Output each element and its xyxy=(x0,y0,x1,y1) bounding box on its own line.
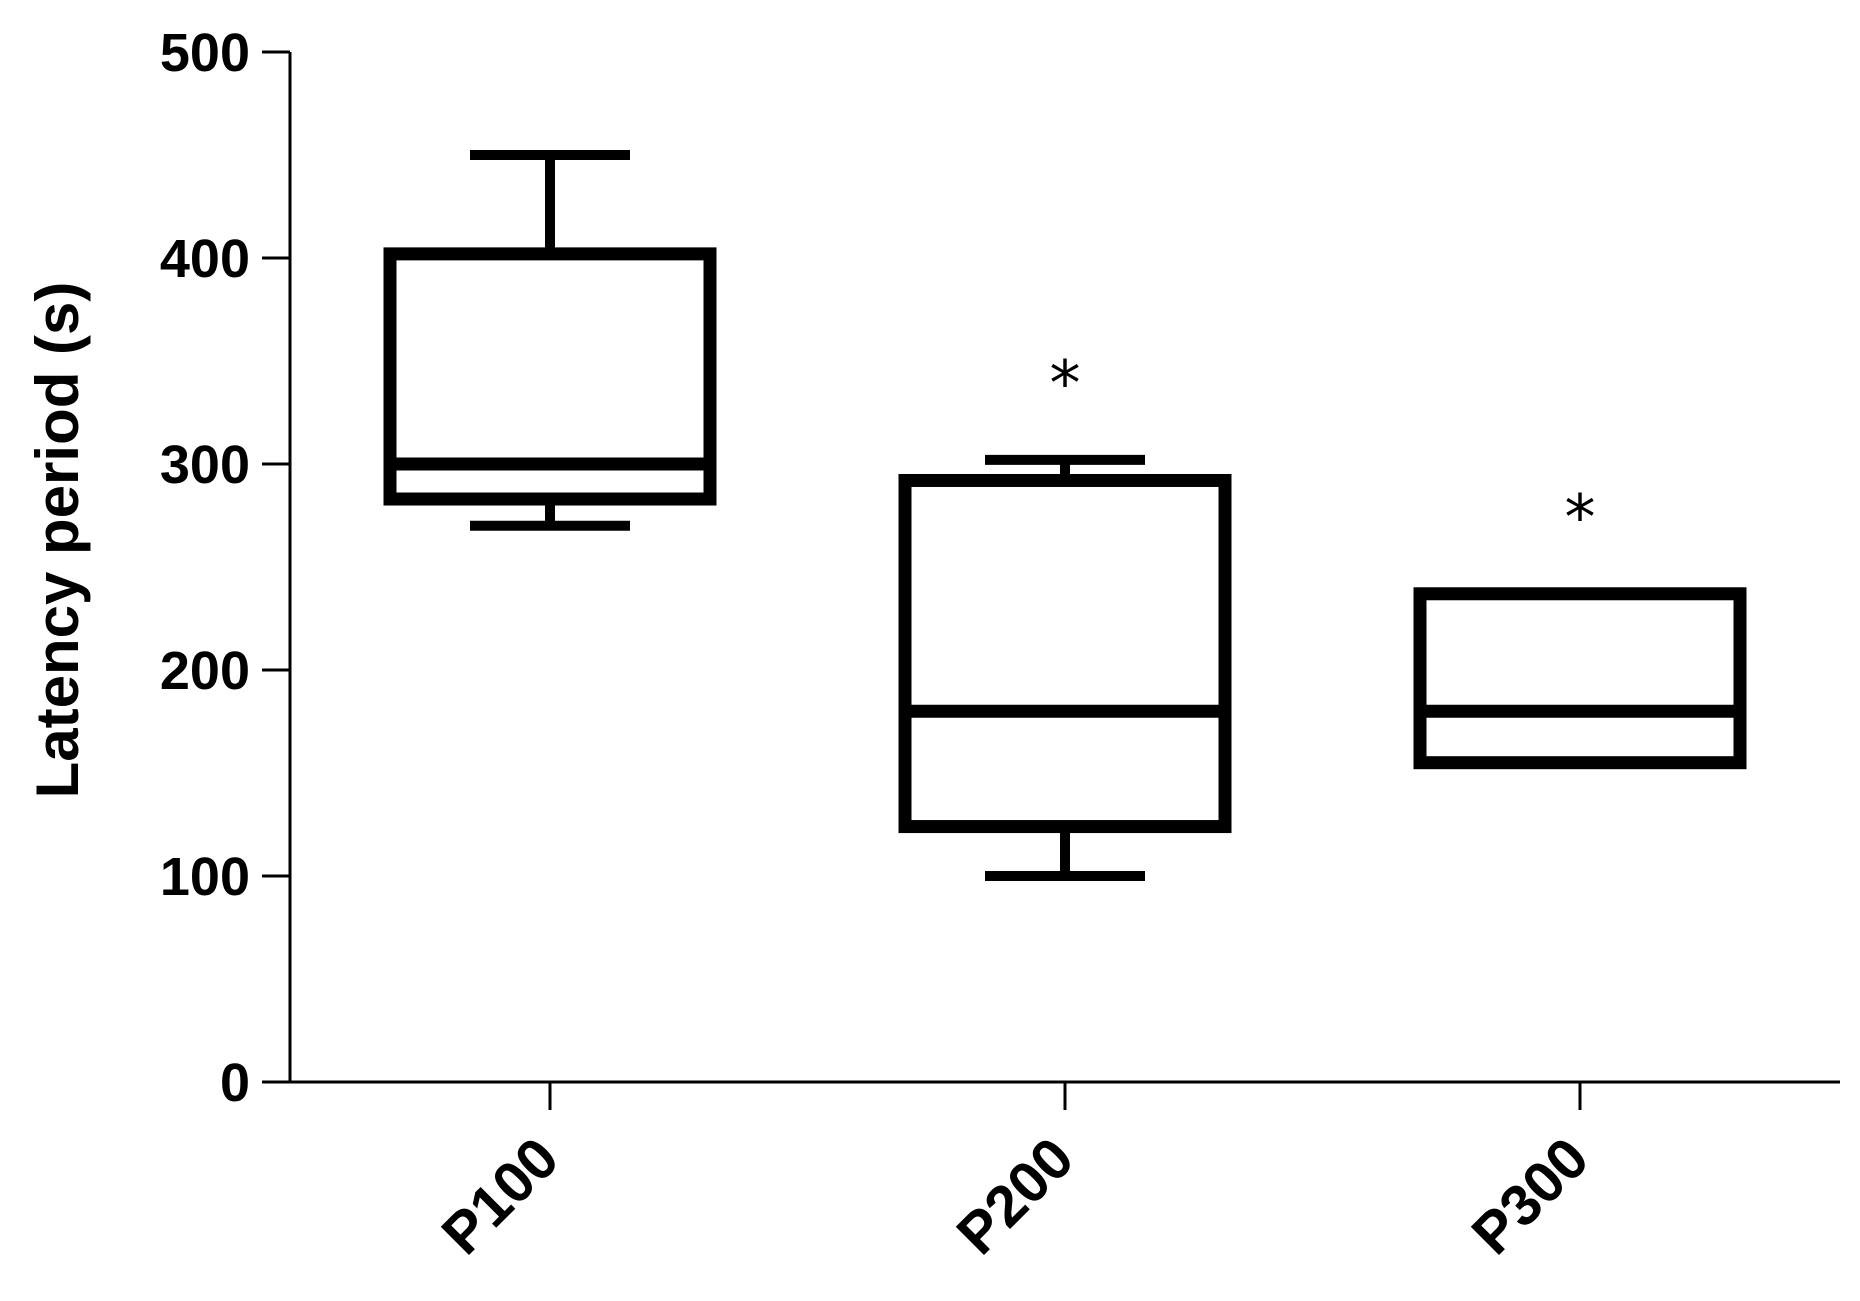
y-tick-label: 200 xyxy=(160,641,250,701)
boxes: ** xyxy=(383,150,1747,881)
significance-marker: * xyxy=(1050,347,1081,420)
y-ticks: 0 100 200 300 400 500 xyxy=(160,23,290,1113)
y-tick-label: 300 xyxy=(160,435,250,495)
x-tick-label: P100 xyxy=(429,1125,571,1267)
y-axis-title: Latency period (s) xyxy=(24,282,91,799)
x-tick-label: P200 xyxy=(944,1125,1086,1267)
box xyxy=(1413,587,1747,770)
box-group-p200: * xyxy=(898,347,1232,881)
box xyxy=(383,247,717,506)
box-group-p300: * xyxy=(1413,481,1747,770)
x-tick-label: P300 xyxy=(1459,1125,1601,1267)
y-tick-label: 400 xyxy=(160,229,250,289)
x-ticks: P100 P200 P300 xyxy=(429,1082,1601,1267)
y-tick-label: 500 xyxy=(160,23,250,83)
box-group-p100 xyxy=(383,150,717,531)
box xyxy=(898,473,1232,834)
significance-marker: * xyxy=(1565,481,1596,554)
y-tick-label: 0 xyxy=(220,1053,250,1113)
axes xyxy=(262,52,1840,1084)
y-tick-label: 100 xyxy=(160,847,250,907)
